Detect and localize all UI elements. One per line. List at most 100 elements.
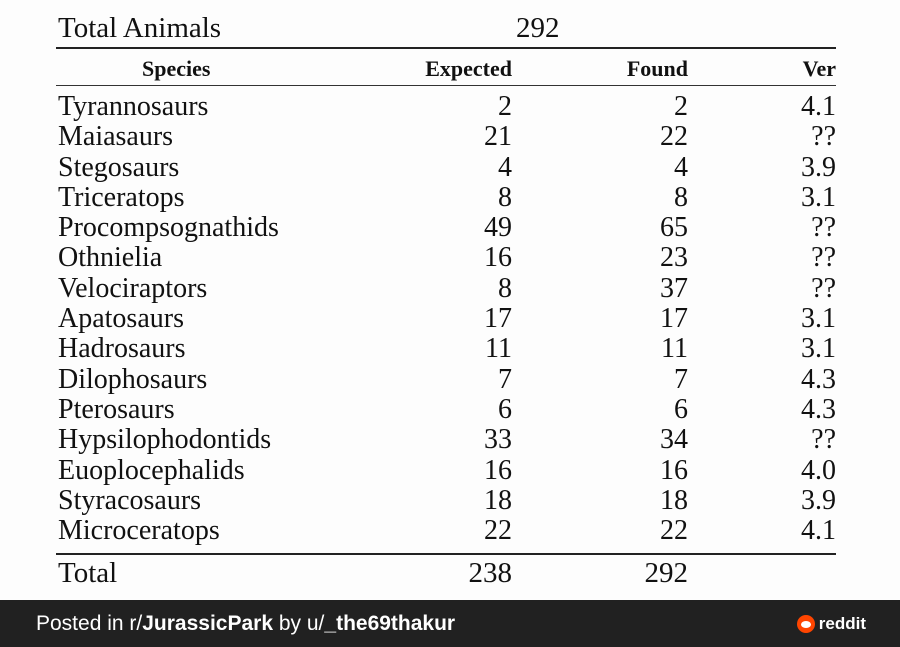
table-row: Maiasaurs 21 22??: [56, 122, 836, 152]
species-cell: Maiasaurs: [58, 121, 174, 153]
reddit-logo[interactable]: reddit: [796, 600, 866, 647]
ver-cell: 3.1: [801, 303, 836, 335]
header-species: Species: [142, 56, 211, 81]
header-ver: Ver: [802, 56, 836, 81]
total-expected: 238: [468, 557, 513, 589]
found-cell: 22: [660, 515, 688, 547]
subreddit-link[interactable]: JurassicPark: [142, 612, 274, 635]
total-animals-value: 292: [516, 12, 560, 44]
ver-cell: ??: [811, 121, 836, 153]
total-row: Total 238 292: [56, 557, 836, 589]
found-cell: 65: [660, 212, 688, 244]
table-row: Stegosaurs 4 4 3.9: [56, 151, 836, 183]
expected-cell: 16: [484, 242, 512, 274]
total-label: Total: [58, 557, 118, 589]
expected-cell: 8: [498, 181, 512, 213]
species-cell: Velociraptors: [58, 272, 208, 304]
species-cell: Tyrannosaurs: [58, 91, 209, 122]
ver-cell: 3.1: [801, 181, 836, 213]
table-header: Species Expected Found Ver: [56, 55, 836, 83]
expected-cell: 7: [498, 363, 512, 395]
found-cell: 18: [660, 484, 688, 516]
header-bottom-rule: [56, 85, 836, 86]
ver-cell: 3.9: [801, 151, 836, 183]
found-cell: 37: [660, 272, 688, 304]
table-row: Tyrannosaurs 2 2 4.1: [56, 92, 836, 122]
species-cell: Microceratops: [58, 515, 220, 547]
found-cell: 17: [660, 303, 688, 335]
ver-cell: ??: [811, 212, 836, 244]
ver-cell: 3.1: [801, 333, 836, 365]
expected-cell: 2: [498, 91, 512, 122]
species-cell: Stegosaurs: [58, 151, 180, 183]
ver-cell: 4.0: [801, 454, 836, 486]
found-cell: 6: [674, 393, 688, 425]
table-row: Dilophosaurs 7 7 4.3: [56, 363, 836, 395]
found-cell: 7: [674, 363, 688, 395]
table-row: Pterosaurs 6 6 4.3: [56, 393, 836, 425]
table-row: Euoplocephalids 16 16 4.0: [56, 454, 836, 486]
table-row: Microceratops 22 22 4.1: [56, 516, 836, 546]
species-cell: Styracosaurs: [58, 484, 202, 516]
found-cell: 4: [674, 151, 688, 183]
username-link[interactable]: _the69thakur: [324, 612, 456, 635]
table-body: Tyrannosaurs 2 2 4.1 Maiasaurs 21 22?? Stegosau…: [56, 92, 836, 546]
header-expected: Expected: [425, 56, 512, 81]
expected-cell: 21: [484, 121, 512, 153]
document-page: Total Animals 292 Species Expected Found…: [56, 10, 836, 589]
found-cell: 34: [660, 424, 688, 456]
table-row: Hadrosaurs 11 11 3.1: [56, 334, 836, 364]
species-cell: Apatosaurs: [58, 303, 184, 335]
ver-cell: 4.1: [801, 515, 836, 547]
species-cell: Hadrosaurs: [58, 333, 186, 365]
expected-cell: 18: [484, 484, 512, 516]
posted-in-prefix: Posted in r/: [36, 612, 143, 635]
expected-cell: 33: [484, 424, 512, 456]
table-row: Styracosaurs 18 18 3.9: [56, 484, 836, 516]
species-cell: Dilophosaurs: [58, 363, 208, 395]
expected-cell: 4: [498, 151, 512, 183]
expected-cell: 17: [484, 303, 512, 335]
expected-cell: 11: [485, 333, 512, 365]
found-cell: 2: [674, 91, 688, 122]
ver-cell: 4.1: [801, 91, 836, 122]
found-cell: 23: [660, 242, 688, 274]
expected-cell: 6: [498, 393, 512, 425]
table-row: Triceratops 8 8 3.1: [56, 181, 836, 213]
species-cell: Euoplocephalids: [58, 454, 245, 486]
ver-cell: 4.3: [801, 363, 836, 395]
ver-cell: 4.3: [801, 393, 836, 425]
found-cell: 11: [661, 333, 688, 365]
total-animals-line: Total Animals 292: [58, 10, 836, 46]
ver-cell: ??: [811, 272, 836, 304]
species-cell: Hypsilophodontids: [58, 424, 272, 456]
reddit-brand-text: reddit: [818, 614, 866, 633]
expected-cell: 49: [484, 212, 512, 244]
posted-in-text: Posted in r/JurassicPark by u/_the69thak…: [36, 600, 455, 647]
total-found: 292: [644, 557, 689, 589]
expected-cell: 16: [484, 454, 512, 486]
ver-cell: ??: [811, 242, 836, 274]
species-cell: Triceratops: [58, 181, 185, 213]
table-row: Procompsognathids 49 65??: [56, 213, 836, 243]
found-cell: 16: [660, 454, 688, 486]
header-found: Found: [626, 56, 688, 81]
total-top-rule: [56, 553, 836, 555]
reddit-snoo-icon: [796, 614, 815, 633]
reddit-footer-bar: Posted in r/JurassicPark by u/_the69thak…: [0, 600, 900, 647]
by-prefix: by u/: [273, 612, 325, 635]
table-row: Apatosaurs 17 17 3.1: [56, 304, 836, 334]
expected-cell: 8: [498, 272, 512, 304]
table-row: Hypsilophodontids 33 34??: [56, 425, 836, 455]
table-row: Velociraptors 8 37??: [56, 272, 836, 304]
found-cell: 22: [660, 121, 688, 153]
table-row: Othnielia 16 23??: [56, 243, 836, 273]
ver-cell: ??: [811, 424, 836, 456]
header-top-rule: [56, 47, 836, 49]
expected-cell: 22: [484, 515, 512, 547]
ver-cell: 3.9: [801, 484, 836, 516]
species-cell: Pterosaurs: [58, 393, 175, 425]
found-cell: 8: [674, 181, 688, 213]
total-animals-label: Total Animals: [58, 12, 222, 44]
species-cell: Procompsognathids: [58, 212, 279, 244]
